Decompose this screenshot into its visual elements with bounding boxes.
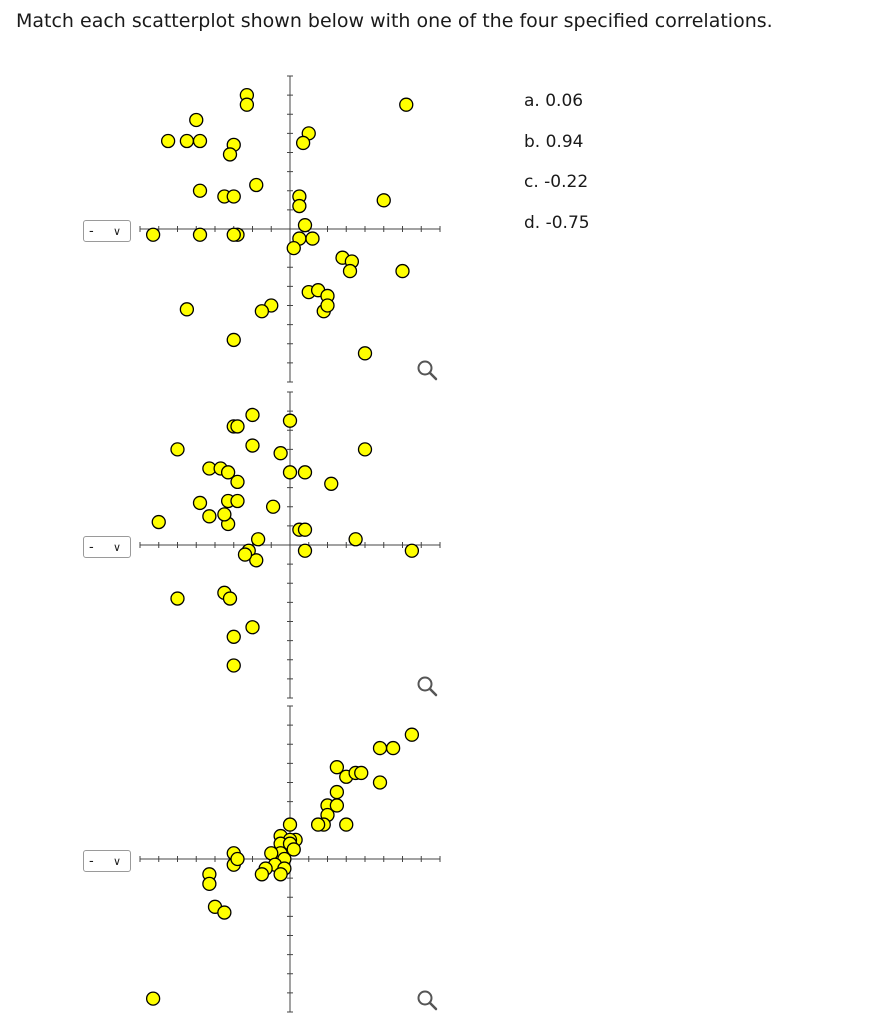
scatterplot-canvas <box>139 75 441 383</box>
data-point <box>249 177 264 193</box>
data-point <box>297 543 313 558</box>
choice-a: a. 0.06 <box>524 91 584 111</box>
data-point <box>239 97 255 112</box>
data-point <box>404 727 420 742</box>
data-point <box>372 740 388 756</box>
data-point <box>145 991 161 1006</box>
data-point <box>297 522 313 537</box>
data-point <box>145 227 161 242</box>
data-point <box>286 842 301 857</box>
data-point <box>357 442 373 457</box>
data-point <box>404 543 420 558</box>
scatterplot-canvas <box>139 391 441 699</box>
data-point <box>292 198 307 214</box>
data-point <box>226 629 241 644</box>
data-point <box>217 507 232 522</box>
data-point <box>348 532 363 547</box>
data-point <box>245 438 260 453</box>
data-point <box>250 532 266 547</box>
data-point <box>329 760 345 775</box>
scatterplot-2: - ∨ <box>0 391 460 702</box>
select-value: - <box>89 539 94 555</box>
data-point <box>282 413 298 428</box>
data-point <box>220 465 236 480</box>
data-point <box>222 591 238 606</box>
data-point <box>160 133 176 149</box>
data-point <box>305 231 320 246</box>
data-point <box>226 227 241 242</box>
choice-b: b. 0.94 <box>524 131 584 152</box>
data-point <box>376 193 391 208</box>
data-point <box>329 784 345 800</box>
select-value: - <box>89 853 94 869</box>
data-point <box>249 553 264 568</box>
data-point <box>339 817 354 832</box>
data-point <box>230 493 245 509</box>
scatterplot-1: - ∨ <box>0 75 460 386</box>
data-point <box>399 97 414 112</box>
magnifier-icon[interactable] <box>415 674 439 698</box>
data-point <box>237 547 253 562</box>
correlation-select-1[interactable]: - ∨ <box>83 220 131 242</box>
data-point <box>230 419 245 434</box>
data-point <box>297 218 313 233</box>
data-point <box>282 817 298 832</box>
data-point <box>192 183 208 198</box>
correlation-select-2[interactable]: - ∨ <box>83 536 131 558</box>
chevron-down-icon: ∨ <box>113 854 122 868</box>
chevron-down-icon: ∨ <box>113 224 122 238</box>
data-point <box>222 147 238 162</box>
data-point <box>324 476 339 491</box>
data-point <box>342 263 358 279</box>
data-point <box>273 446 288 461</box>
data-point <box>329 798 345 813</box>
data-point <box>385 740 401 756</box>
data-point <box>179 133 195 149</box>
data-point <box>357 346 373 361</box>
data-point <box>192 133 208 149</box>
data-point <box>226 658 241 673</box>
correlation-choices: a. 0.06 b. 0.94 c. -0.22 d. -0.75 <box>524 88 590 250</box>
data-point <box>202 509 217 524</box>
data-point <box>179 302 195 317</box>
scatterplot-3: - ∨ <box>0 705 460 1016</box>
data-point <box>310 817 326 832</box>
data-point <box>226 189 241 204</box>
scatterplot-canvas <box>139 705 441 1013</box>
data-point <box>286 240 301 256</box>
data-point <box>226 332 241 348</box>
data-point <box>189 112 204 128</box>
data-point <box>354 765 369 781</box>
data-point <box>395 263 410 279</box>
data-point <box>170 442 185 457</box>
data-point <box>192 495 208 511</box>
data-point <box>320 298 335 313</box>
chevron-down-icon: ∨ <box>113 540 122 554</box>
correlation-select-3[interactable]: - ∨ <box>83 850 131 872</box>
data-point <box>245 407 260 423</box>
data-point <box>273 867 288 882</box>
data-point <box>170 591 185 606</box>
data-point <box>254 867 270 882</box>
data-point <box>230 851 245 867</box>
data-point <box>151 514 166 530</box>
data-point <box>217 905 232 920</box>
data-point <box>372 775 388 790</box>
magnifier-icon[interactable] <box>415 988 439 1012</box>
choice-c: c. -0.22 <box>524 172 589 192</box>
data-point <box>245 620 260 635</box>
data-point <box>265 499 281 514</box>
magnifier-icon[interactable] <box>415 358 439 382</box>
question-text: Match each scatterplot shown below with … <box>16 10 773 32</box>
data-point <box>254 304 270 319</box>
data-point <box>282 465 298 480</box>
choice-d: d. -0.75 <box>524 212 590 233</box>
data-point <box>202 876 217 892</box>
select-value: - <box>89 223 94 239</box>
data-point <box>192 227 208 242</box>
data-point <box>297 465 313 480</box>
data-point <box>295 135 311 151</box>
data-point <box>230 474 245 490</box>
